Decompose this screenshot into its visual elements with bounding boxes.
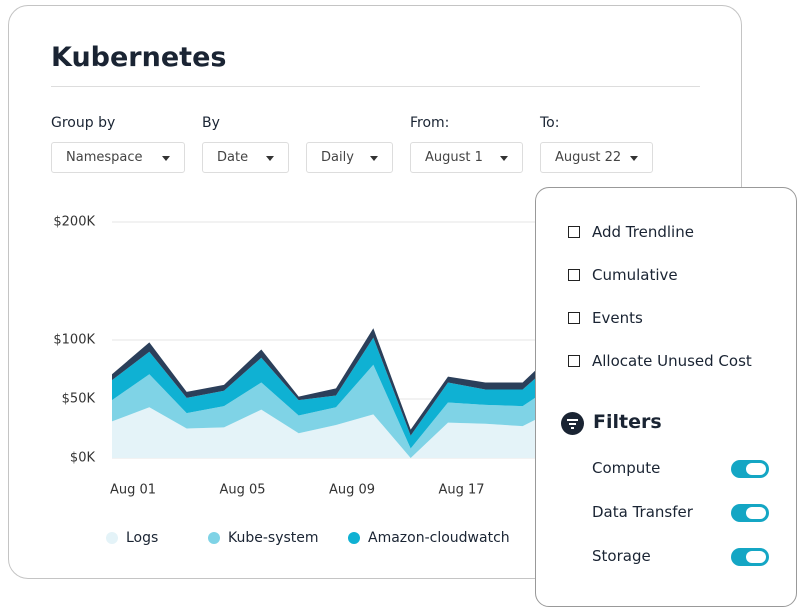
checkbox[interactable] — [568, 269, 580, 281]
legend-swatch — [208, 532, 220, 544]
area — [112, 328, 560, 436]
checkbox[interactable] — [568, 312, 580, 324]
control-label: By — [202, 115, 220, 131]
option-label: Allocate Unused Cost — [592, 352, 752, 370]
area — [112, 364, 560, 458]
legend-label: Kube-system — [228, 530, 319, 546]
area — [112, 337, 560, 449]
dropdown[interactable]: Namespace — [51, 142, 185, 173]
control-label: To: — [540, 115, 560, 131]
area — [112, 407, 560, 458]
dropdown[interactable]: Daily — [306, 142, 393, 173]
option-label: Add Trendline — [592, 223, 694, 241]
y-tick-label: $100K — [53, 333, 95, 348]
control-label: Group by — [51, 115, 116, 131]
option[interactable]: Allocate Unused Cost — [568, 352, 752, 370]
toggle[interactable] — [731, 460, 769, 478]
filter-label: Storage — [592, 547, 651, 565]
x-tick-label: Aug 09 — [329, 483, 375, 498]
x-tick-label: Aug 01 — [110, 483, 156, 498]
option-label: Cumulative — [592, 266, 678, 284]
toggle[interactable] — [731, 504, 769, 522]
filter-label: Data Transfer — [592, 503, 693, 521]
y-tick-label: $0K — [70, 451, 96, 466]
dropdown[interactable]: Date — [202, 142, 289, 173]
legend-label: Amazon-cloudwatch — [368, 530, 510, 546]
y-tick-label: $50K — [62, 392, 96, 407]
checkbox[interactable] — [568, 355, 580, 367]
y-tick-label: $200K — [53, 215, 95, 230]
x-tick-label: Aug 05 — [219, 483, 265, 498]
legend-label: Logs — [126, 530, 159, 546]
filter-label: Compute — [592, 459, 661, 477]
x-tick-label: Aug 17 — [438, 483, 484, 498]
divider — [51, 86, 700, 87]
option[interactable]: Cumulative — [568, 266, 678, 284]
title: Kubernetes — [51, 42, 227, 73]
control-label: From: — [410, 115, 450, 131]
filter-icon — [561, 412, 584, 435]
legend-swatch — [106, 532, 118, 544]
options-panel — [535, 187, 797, 607]
option[interactable]: Add Trendline — [568, 223, 694, 241]
filters-title: Filters — [593, 411, 662, 433]
option-label: Events — [592, 309, 643, 327]
checkbox[interactable] — [568, 226, 580, 238]
dropdown[interactable]: August 1 — [410, 142, 523, 173]
legend-swatch — [348, 532, 360, 544]
option[interactable]: Events — [568, 309, 643, 327]
dropdown[interactable]: August 22 — [540, 142, 653, 173]
toggle[interactable] — [731, 548, 769, 566]
